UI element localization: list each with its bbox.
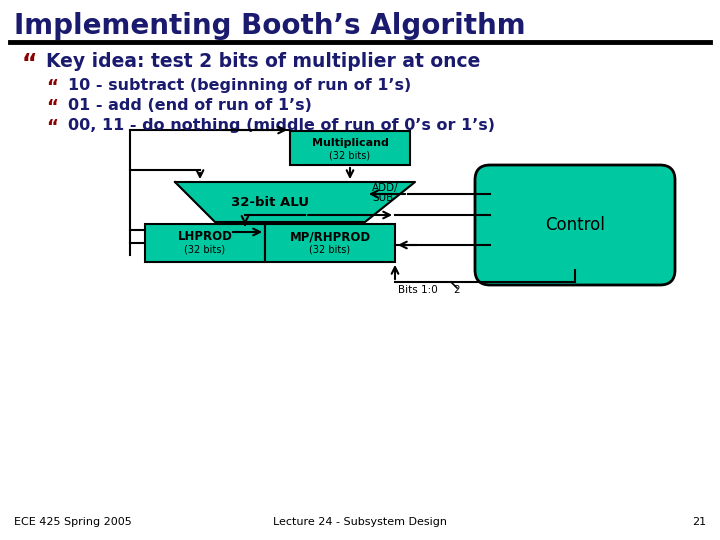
Text: Multiplicand: Multiplicand xyxy=(312,138,388,148)
Text: Lecture 24 - Subsystem Design: Lecture 24 - Subsystem Design xyxy=(273,517,447,527)
Text: 10 - subtract (beginning of run of 1’s): 10 - subtract (beginning of run of 1’s) xyxy=(68,78,411,93)
Text: SUB: SUB xyxy=(372,193,393,203)
Polygon shape xyxy=(175,182,415,222)
FancyBboxPatch shape xyxy=(290,131,410,165)
Text: “: “ xyxy=(22,52,37,76)
Text: “: “ xyxy=(46,78,58,96)
Text: ECE 425 Spring 2005: ECE 425 Spring 2005 xyxy=(14,517,132,527)
Text: “: “ xyxy=(46,98,58,116)
Text: 2: 2 xyxy=(453,285,459,295)
FancyBboxPatch shape xyxy=(475,165,675,285)
Text: (32 bits): (32 bits) xyxy=(330,150,371,160)
Text: 32-bit ALU: 32-bit ALU xyxy=(231,195,309,208)
FancyBboxPatch shape xyxy=(265,224,395,262)
Text: Bits 1:0: Bits 1:0 xyxy=(398,285,438,295)
Text: 21: 21 xyxy=(692,517,706,527)
Text: 01 - add (end of run of 1’s): 01 - add (end of run of 1’s) xyxy=(68,98,312,113)
Text: (32 bits): (32 bits) xyxy=(184,245,225,255)
Text: (32 bits): (32 bits) xyxy=(310,245,351,255)
Text: ADD/: ADD/ xyxy=(372,183,399,193)
Text: 00, 11 - do nothing (middle of run of 0’s or 1’s): 00, 11 - do nothing (middle of run of 0’… xyxy=(68,118,495,133)
Text: MP/RHPROD: MP/RHPROD xyxy=(289,231,371,244)
Text: Key idea: test 2 bits of multiplier at once: Key idea: test 2 bits of multiplier at o… xyxy=(46,52,480,71)
Text: Control: Control xyxy=(545,216,605,234)
Text: “: “ xyxy=(46,118,58,136)
Text: LHPROD: LHPROD xyxy=(178,231,233,244)
FancyBboxPatch shape xyxy=(145,224,265,262)
Text: Implementing Booth’s Algorithm: Implementing Booth’s Algorithm xyxy=(14,12,526,40)
